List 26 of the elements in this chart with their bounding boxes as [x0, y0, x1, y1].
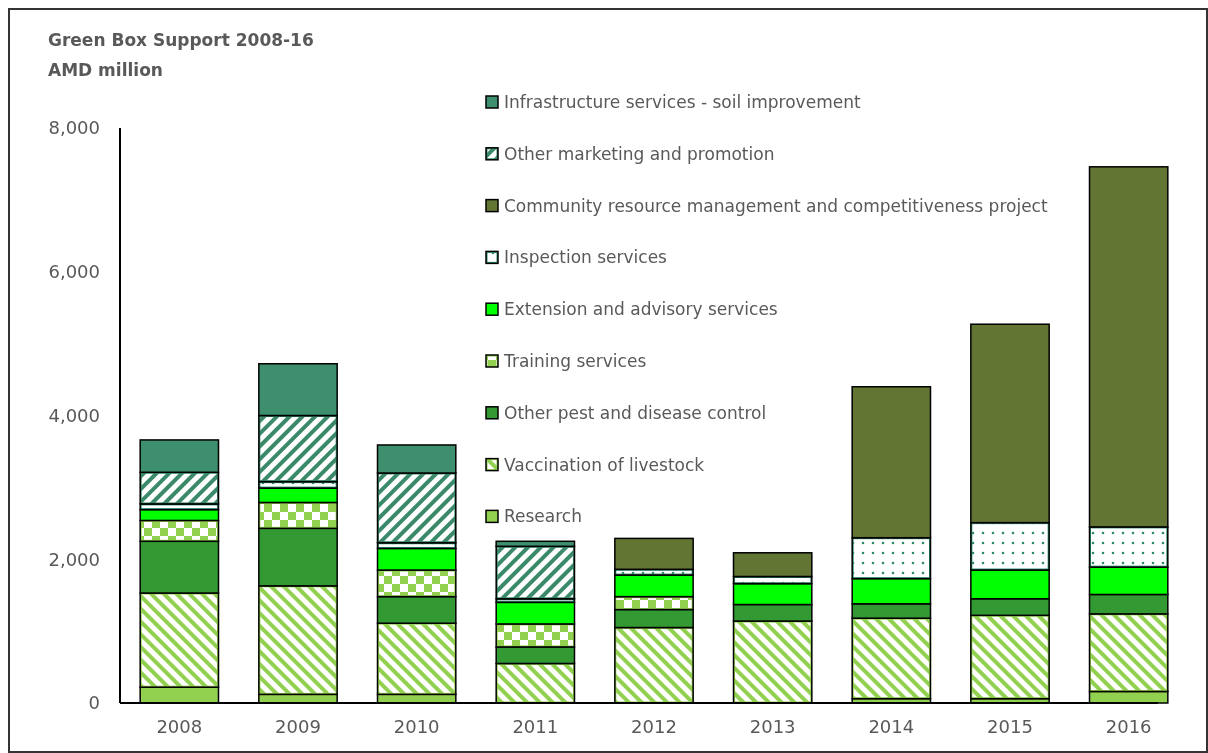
x-tick-label: 2016 — [1105, 716, 1152, 737]
y-tick-label: 8,000 — [48, 117, 100, 139]
x-tick-label: 2009 — [275, 716, 321, 737]
x-tick-label: 2012 — [631, 716, 677, 737]
y-tick-label: 2,000 — [48, 548, 100, 570]
legend-label: Extension and advisory services — [504, 299, 778, 320]
legend-label: Research — [504, 506, 582, 527]
y-tick-label: 0 — [88, 692, 100, 714]
y-tick-label: 4,000 — [48, 404, 100, 426]
x-tick-label: 2011 — [512, 716, 559, 737]
x-tick-label: 2010 — [393, 716, 440, 737]
x-tick-label: 2015 — [987, 716, 1033, 737]
legend-label: Infrastructure services - soil improvement — [504, 91, 861, 112]
legend-label: Training services — [503, 350, 647, 371]
legend-label: Inspection services — [504, 247, 668, 268]
chart-title: Green Box Support 2008-16 — [48, 30, 314, 50]
y-tick-label: 6,000 — [48, 261, 100, 283]
legend-label: Other pest and disease control — [504, 402, 767, 423]
legend-label: Community resource management and competitiveness project — [504, 195, 1048, 216]
x-tick-label: 2008 — [156, 716, 203, 737]
legend-label: Other marketing and promotion — [504, 143, 775, 164]
chart-subtitle: AMD million — [48, 60, 163, 80]
x-tick-label: 2013 — [749, 716, 796, 737]
legend-label: Vaccination of livestock — [504, 454, 705, 475]
x-tick-label: 2014 — [868, 716, 915, 737]
bar — [495, 545, 576, 600]
